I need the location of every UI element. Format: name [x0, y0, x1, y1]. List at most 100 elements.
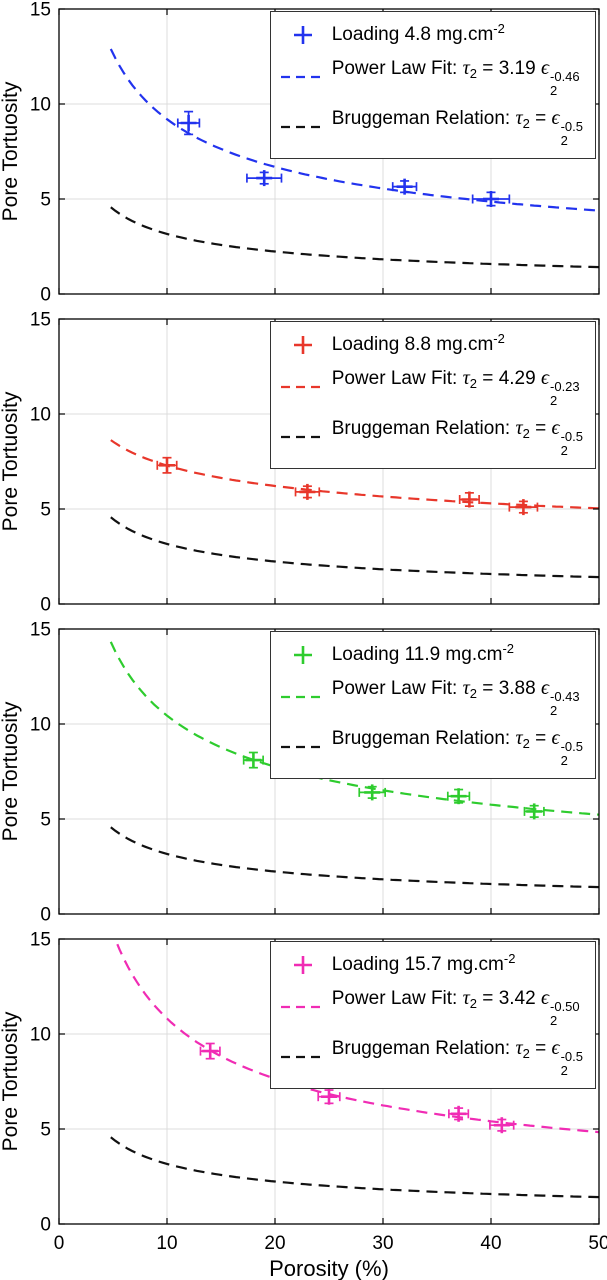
legend-item-loading: Loading 8.8 mg.cm-2 [280, 332, 583, 357]
legend-item-bruggeman: Bruggeman Relation: τ2 = ϵ -0.5 2 [280, 1036, 583, 1077]
data-point [446, 788, 471, 805]
y-axis-label: Pore Tortuosity [0, 81, 22, 221]
y-tick-label: 0 [40, 595, 51, 616]
legend: Loading 15.7 mg.cm-2 Power Law Fit: τ2 = … [269, 941, 596, 1089]
legend-item-bruggeman-sample [280, 117, 326, 137]
data-point [294, 483, 321, 500]
panel-1: 0 5 10 15 Pore Tortuosity Loading 4.8 mg.cm-2… [0, 0, 607, 310]
legend: Loading 11.9 mg.cm-2 Power Law Fit: τ2 = … [269, 631, 596, 779]
y-tick-label: 0 [40, 285, 51, 306]
data-point [458, 491, 480, 508]
legend-item-power-law-fit: Power Law Fit: τ2 = 4.29 ϵ -0.23 2 [280, 366, 583, 407]
legend-item-loading-label: Loading 11.9 mg.cm-2 [331, 641, 514, 665]
y-tick-label: 5 [40, 810, 51, 831]
legend-item-bruggeman-sample [280, 1047, 326, 1067]
axes-box [58, 318, 600, 605]
legend-item-loading-label: Loading 8.8 mg.cm-2 [331, 331, 505, 355]
legend-item-bruggeman-label: Bruggeman Relation: τ2 = ϵ -0.5 2 [331, 727, 583, 768]
legend-item-bruggeman-label: Bruggeman Relation: τ2 = ϵ -0.5 2 [331, 1037, 583, 1078]
y-tick-label: 10 [30, 1025, 51, 1046]
legend-item-loading-sample [280, 645, 326, 665]
legend-item-power-law-fit-label: Power Law Fit: τ2 = 3.42 ϵ -0.50 2 [331, 987, 580, 1028]
y-tick-label: 5 [40, 190, 51, 211]
panel-2: 0 5 10 15 Pore Tortuosity Loading 8.8 mg.cm-2… [0, 310, 607, 620]
bruggeman-curve [110, 1136, 599, 1199]
legend-item-bruggeman-sample [280, 737, 326, 757]
legend-item-bruggeman: Bruggeman Relation: τ2 = ϵ -0.5 2 [280, 106, 583, 147]
legend: Loading 4.8 mg.cm-2 Power Law Fit: τ2 = 3… [269, 11, 596, 159]
x-tick-label: 50 [588, 1233, 607, 1254]
data-point [391, 178, 418, 195]
data-point [448, 1105, 470, 1122]
data-point [242, 751, 264, 769]
legend-item-loading-label: Loading 15.7 mg.cm-2 [331, 951, 516, 975]
x-axis-label: Porosity (%) [269, 1256, 389, 1280]
tick-marks [58, 318, 600, 605]
panel-3: 0 5 10 15 Pore Tortuosity Loading 11.9 mg.cm-… [0, 620, 607, 930]
data-point [176, 110, 201, 136]
y-tick-label: 15 [30, 620, 51, 641]
legend-item-power-law-fit: Power Law Fit: τ2 = 3.88 ϵ -0.43 2 [280, 676, 583, 717]
y-axis-label: Pore Tortuosity [0, 391, 22, 531]
x-tick-label: 10 [156, 1233, 177, 1254]
data-point [246, 170, 283, 187]
legend-item-loading-sample [280, 335, 326, 355]
x-tick-label: 0 [54, 1233, 65, 1254]
bruggeman-curve [110, 826, 599, 889]
y-tick-label: 15 [30, 310, 51, 331]
data-point [489, 1117, 515, 1134]
legend-item-loading: Loading 15.7 mg.cm-2 [280, 952, 583, 977]
legend-item-loading-sample [280, 955, 326, 975]
data-point [199, 1042, 221, 1060]
y-tick-label: 10 [30, 95, 51, 116]
power-law-fit-curve [109, 48, 599, 212]
legend-item-power-law-fit: Power Law Fit: τ2 = 3.19 ϵ -0.46 2 [280, 56, 583, 97]
data-points [156, 456, 539, 516]
legend: Loading 8.8 mg.cm-2 Power Law Fit: τ2 = 4… [269, 321, 596, 469]
legend-item-bruggeman: Bruggeman Relation: τ2 = ϵ -0.5 2 [280, 416, 583, 457]
data-points [242, 751, 545, 820]
data-point [523, 803, 545, 820]
legend-item-loading: Loading 11.9 mg.cm-2 [280, 642, 583, 667]
y-tick-label: 10 [30, 715, 51, 736]
legend-item-bruggeman-label: Bruggeman Relation: τ2 = ϵ -0.5 2 [331, 417, 583, 458]
panel-2-chart: 0 5 10 15 Pore Tortuosity [0, 310, 600, 616]
power-law-fit-curve [114, 939, 599, 1134]
data-points [199, 1042, 515, 1134]
legend-item-power-law-fit-sample [280, 997, 326, 1017]
power-law-fit-curve [110, 439, 599, 510]
x-tick-label: 30 [372, 1233, 393, 1254]
legend-item-bruggeman-sample [280, 427, 326, 447]
panel-4: 0 5 10 15 0 10 20 30 40 50 Porosity (%) Pore Tortuo… [0, 930, 607, 1280]
axes-box [58, 8, 600, 295]
legend-item-bruggeman: Bruggeman Relation: τ2 = ϵ -0.5 2 [280, 726, 583, 767]
axes-box [58, 938, 600, 1225]
data-point [317, 1088, 341, 1105]
data-points [176, 110, 511, 207]
y-axis-label: Pore Tortuosity [0, 1011, 22, 1151]
tick-marks [58, 628, 600, 915]
y-tick-label: 0 [40, 905, 51, 926]
legend-item-power-law-fit: Power Law Fit: τ2 = 3.42 ϵ -0.50 2 [280, 986, 583, 1027]
y-tick-label: 5 [40, 1120, 51, 1141]
y-tick-label: 10 [30, 405, 51, 426]
legend-item-loading-label: Loading 4.8 mg.cm-2 [331, 21, 505, 45]
legend-item-power-law-fit-sample [280, 687, 326, 707]
data-point [358, 784, 387, 801]
legend-item-power-law-fit-label: Power Law Fit: τ2 = 4.29 ϵ -0.23 2 [331, 367, 580, 408]
data-point [508, 499, 539, 516]
legend-item-loading: Loading 4.8 mg.cm-2 [280, 22, 583, 47]
y-tick-label: 5 [40, 500, 51, 521]
legend-item-power-law-fit-sample [280, 67, 326, 87]
data-point [156, 456, 178, 474]
y-axis-label: Pore Tortuosity [0, 701, 22, 841]
legend-item-power-law-fit-sample [280, 377, 326, 397]
power-law-fit-curve [109, 641, 599, 816]
x-tick-label: 20 [264, 1233, 285, 1254]
bruggeman-curve [110, 206, 599, 269]
y-tick-label: 0 [40, 1215, 51, 1236]
data-point [471, 191, 511, 207]
legend-item-bruggeman-label: Bruggeman Relation: τ2 = ϵ -0.5 2 [331, 107, 583, 148]
x-tick-label: 40 [480, 1233, 501, 1254]
